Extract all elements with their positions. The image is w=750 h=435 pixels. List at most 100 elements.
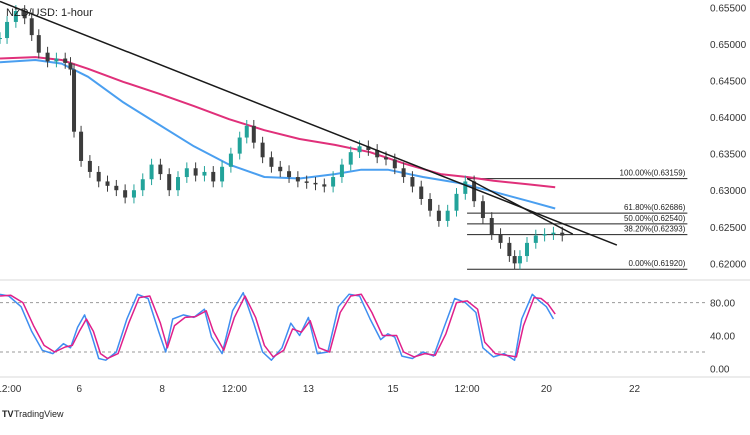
candle-body bbox=[287, 171, 292, 178]
candle-body bbox=[167, 174, 172, 191]
candle-body bbox=[480, 201, 485, 219]
candle-body bbox=[463, 181, 468, 194]
candle-body bbox=[331, 177, 336, 187]
x-tick-label: 12:00 bbox=[0, 384, 22, 395]
trendlines bbox=[0, 0, 618, 246]
candle-body bbox=[45, 52, 50, 62]
candle-body bbox=[507, 242, 512, 257]
candle-body bbox=[419, 186, 424, 199]
candle-body bbox=[489, 218, 494, 235]
candle-body bbox=[54, 58, 59, 62]
stochastic-d-line bbox=[0, 293, 556, 360]
price-series bbox=[0, 5, 565, 270]
candle-body bbox=[392, 159, 397, 169]
candle-body bbox=[278, 166, 283, 172]
candle-body bbox=[383, 157, 388, 160]
candle-body bbox=[36, 35, 41, 53]
candle-body bbox=[220, 166, 225, 182]
candle-body bbox=[304, 181, 309, 183]
x-tick-label: 12:00 bbox=[455, 384, 480, 395]
candle-body bbox=[149, 164, 154, 180]
x-tick-label: 12:00 bbox=[222, 384, 247, 395]
candle-body bbox=[202, 171, 207, 176]
tv-logo-glyph: TV bbox=[2, 409, 14, 419]
chart-title: NZD/USD: 1-hour bbox=[6, 7, 93, 19]
candle-body bbox=[114, 185, 119, 191]
fib-level-label: 38.20%(0.62393) bbox=[624, 225, 686, 234]
candle-body bbox=[375, 149, 380, 158]
y-tick-label: 0.63000 bbox=[710, 186, 747, 197]
candle-body bbox=[105, 181, 110, 186]
candle-body bbox=[123, 190, 128, 198]
candle-body bbox=[158, 164, 163, 175]
candle-body bbox=[63, 58, 68, 63]
candle-body bbox=[228, 153, 233, 167]
candle-body bbox=[13, 10, 18, 22]
x-tick-label: 20 bbox=[541, 384, 553, 395]
candle-body bbox=[211, 171, 216, 182]
candle-body bbox=[269, 157, 274, 167]
y-tick-label: 0.64000 bbox=[710, 113, 747, 124]
fib-level-label: 50.00%(0.62540) bbox=[624, 214, 686, 223]
grid bbox=[0, 279, 750, 378]
fib-level-label: 0.00%(0.61920) bbox=[628, 259, 685, 268]
x-tick-label: 22 bbox=[629, 384, 641, 395]
stochastic-panel bbox=[0, 291, 705, 361]
candle-body bbox=[542, 234, 547, 236]
axes: 0.65500 0.65000 0.64500 0.64000 0.63500 0.630… bbox=[0, 3, 747, 395]
candle-body bbox=[454, 193, 459, 211]
tv-brand-label: TradingView bbox=[14, 409, 64, 419]
trendline bbox=[466, 177, 574, 235]
candle-body bbox=[498, 234, 503, 243]
trendline bbox=[0, 0, 618, 246]
y-tick-label: 0.63500 bbox=[710, 150, 747, 161]
candle-body bbox=[560, 232, 565, 236]
candle-body bbox=[401, 168, 406, 178]
osc-y-tick-label: 0.00 bbox=[710, 364, 730, 375]
fib-level-label: 61.80%(0.62686) bbox=[624, 203, 686, 212]
candle-body bbox=[357, 146, 362, 153]
candle-body bbox=[68, 62, 73, 70]
candle-body bbox=[339, 164, 344, 178]
x-tick-label: 15 bbox=[387, 384, 399, 395]
x-tick-label: 8 bbox=[159, 384, 165, 395]
candle-body bbox=[79, 131, 84, 161]
candle-body bbox=[244, 125, 249, 138]
y-tick-label: 0.62500 bbox=[710, 223, 747, 234]
candle-body bbox=[533, 235, 538, 243]
candle-body bbox=[96, 171, 101, 182]
candle-body bbox=[428, 198, 433, 211]
candle-body bbox=[176, 177, 181, 191]
candle-body bbox=[140, 179, 145, 191]
y-tick-label: 0.65500 bbox=[710, 3, 747, 14]
y-tick-label: 0.64500 bbox=[710, 76, 747, 87]
candle-body bbox=[131, 190, 136, 198]
osc-y-tick-label: 80.00 bbox=[710, 299, 735, 310]
candle-body bbox=[366, 146, 371, 150]
candle-body bbox=[87, 160, 92, 172]
candle-body bbox=[313, 182, 318, 185]
tradingview-logo: TV TradingView bbox=[2, 409, 64, 419]
slow-moving-average-line bbox=[0, 56, 556, 189]
fibonacci-retracement: 100.00%(0.63159) 61.80%(0.62686) 50.00%(0.… bbox=[467, 169, 688, 270]
candle-body bbox=[184, 168, 189, 178]
candle-body bbox=[410, 177, 415, 187]
candle-body bbox=[237, 137, 242, 154]
candle-body bbox=[348, 152, 353, 165]
candle-body bbox=[5, 21, 10, 39]
candle-body bbox=[29, 18, 34, 36]
moving-averages bbox=[0, 56, 556, 210]
fib-level-label: 100.00%(0.63159) bbox=[620, 169, 686, 178]
candle-body bbox=[72, 69, 77, 132]
candle-body bbox=[472, 181, 477, 202]
candle-body bbox=[193, 168, 198, 176]
y-tick-label: 0.65000 bbox=[710, 40, 747, 51]
y-tick-label: 0.62000 bbox=[710, 259, 747, 270]
candle-body bbox=[295, 177, 300, 182]
candle-body bbox=[436, 210, 441, 221]
x-tick-label: 13 bbox=[303, 384, 315, 395]
candle-body bbox=[322, 184, 327, 187]
candle-body bbox=[0, 38, 2, 40]
